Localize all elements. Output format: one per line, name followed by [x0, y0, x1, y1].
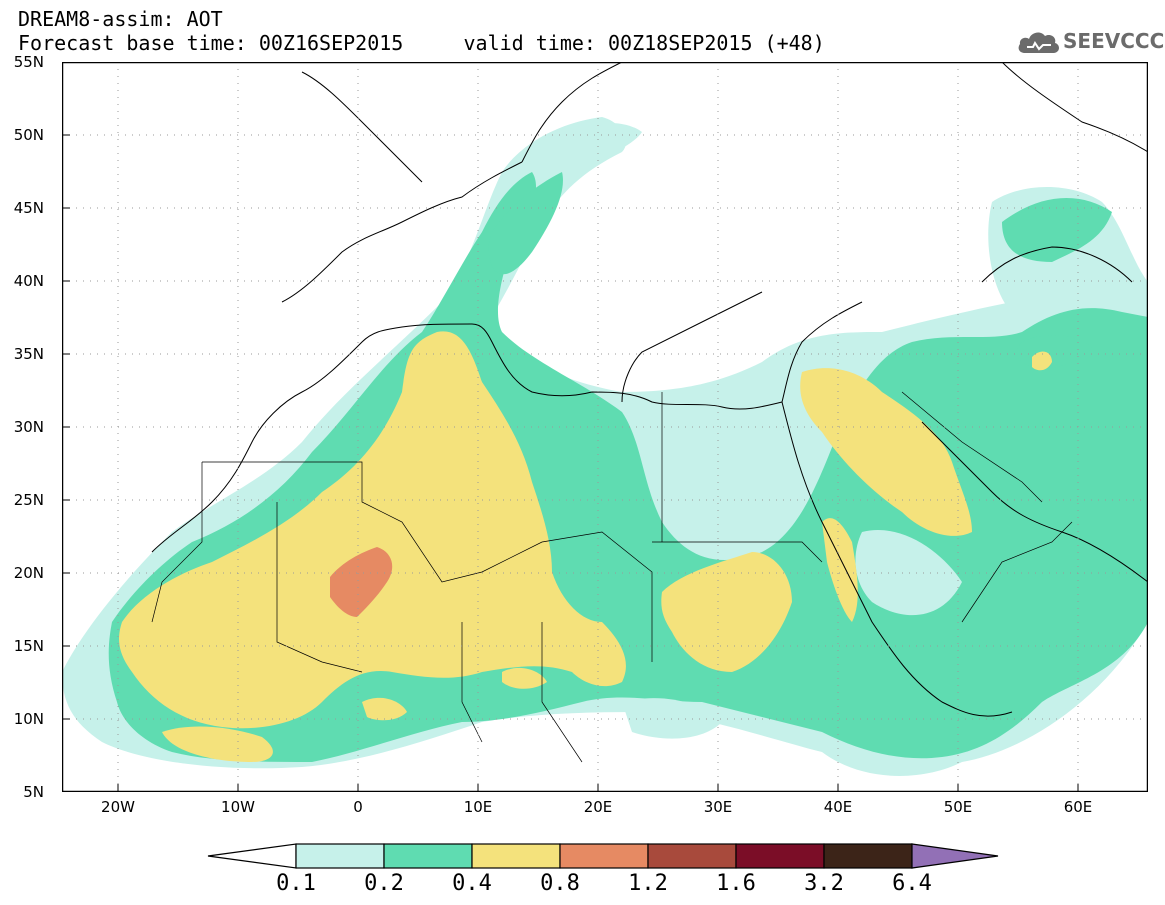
lat-label: 40N	[13, 272, 44, 290]
lat-label: 45N	[13, 199, 44, 217]
seevccc-logo: SEEVCCC	[1017, 23, 1164, 57]
colorbar-cell	[823, 843, 913, 869]
aot-layer-04	[119, 331, 1052, 762]
colorbar-label: 0.8	[540, 871, 580, 896]
brand-name: SEEVCCC	[1063, 29, 1165, 53]
colorbar-label: 0.2	[364, 871, 404, 896]
map-frame	[62, 62, 1148, 792]
lon-label: 40E	[823, 798, 853, 816]
lon-label: 20W	[101, 798, 135, 816]
lon-label: 20E	[583, 798, 613, 816]
colorbar-cell	[471, 843, 561, 869]
cloud-icon	[1018, 32, 1059, 53]
colorbar-label: 3.2	[804, 871, 844, 896]
lon-label: 50E	[943, 798, 973, 816]
lon-label: 30E	[703, 798, 733, 816]
lat-label: 55N	[13, 53, 44, 71]
colorbar-label: 1.2	[628, 871, 668, 896]
aot-map	[62, 62, 1148, 792]
colorbar-cell	[647, 843, 737, 869]
aot-layer-01-inner	[622, 467, 962, 739]
axis-ticks	[62, 134, 1079, 792]
lat-label: 10N	[13, 710, 44, 728]
colorbar-label: 0.1	[276, 871, 316, 896]
lon-label: 10W	[221, 798, 255, 816]
lon-label: 10E	[463, 798, 493, 816]
lat-label: 50N	[13, 126, 44, 144]
lat-label: 35N	[13, 345, 44, 363]
lat-label: 5N	[23, 783, 44, 801]
colorbar-cell	[383, 843, 473, 869]
colorbar-cell	[559, 843, 649, 869]
lon-label: 60E	[1063, 798, 1093, 816]
coastlines	[151, 62, 1148, 717]
colorbar-cell	[735, 843, 825, 869]
colorbar-cell	[207, 843, 297, 869]
colorbar-label: 0.4	[452, 871, 492, 896]
forecast-time-line: Forecast base time: 00Z16SEP2015 valid t…	[18, 31, 825, 55]
graticule	[62, 62, 1148, 792]
borders	[151, 391, 1073, 763]
colorbar-label: 1.6	[716, 871, 756, 896]
colorbar-cell	[911, 843, 999, 869]
chart-title: DREAM8-assim: AOT	[18, 7, 223, 31]
colorbar-cell	[295, 843, 385, 869]
colorbar-label: 6.4	[892, 871, 932, 896]
lat-label: 30N	[13, 418, 44, 436]
lat-label: 20N	[13, 564, 44, 582]
aot-layer-08	[330, 547, 393, 617]
lon-label: 0	[353, 798, 363, 816]
lat-label: 15N	[13, 637, 44, 655]
lat-label: 25N	[13, 491, 44, 509]
